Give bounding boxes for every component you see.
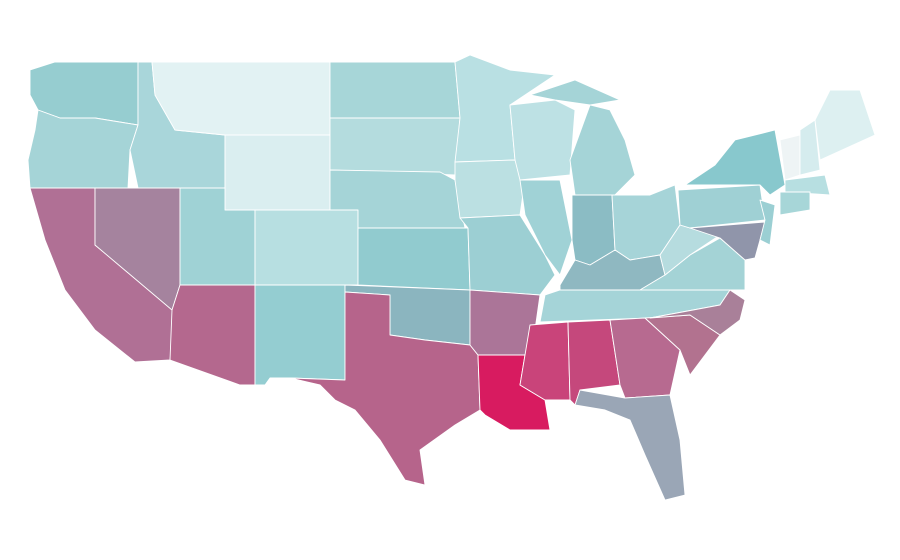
state-region	[784, 174, 831, 196]
state-region	[779, 191, 811, 216]
state-region	[677, 184, 766, 229]
state-region	[569, 104, 636, 196]
state-region	[649, 289, 746, 336]
state-region	[329, 117, 461, 176]
state-region	[814, 89, 876, 161]
state-region	[254, 209, 359, 286]
state-region	[684, 129, 786, 196]
state-region	[169, 284, 256, 386]
state-region	[329, 61, 461, 119]
state-region	[224, 134, 331, 211]
state-region	[509, 99, 576, 181]
state-region	[27, 109, 139, 189]
state-region	[529, 79, 621, 106]
state-region	[519, 179, 573, 276]
state-region	[454, 159, 526, 219]
state-region	[759, 199, 776, 246]
state-region	[574, 389, 686, 501]
state-region	[459, 214, 556, 296]
state-region	[799, 119, 821, 176]
state-region	[689, 221, 766, 261]
state-region	[151, 61, 331, 136]
state-region	[289, 291, 481, 486]
state-region	[254, 284, 346, 386]
state-region	[357, 227, 471, 291]
